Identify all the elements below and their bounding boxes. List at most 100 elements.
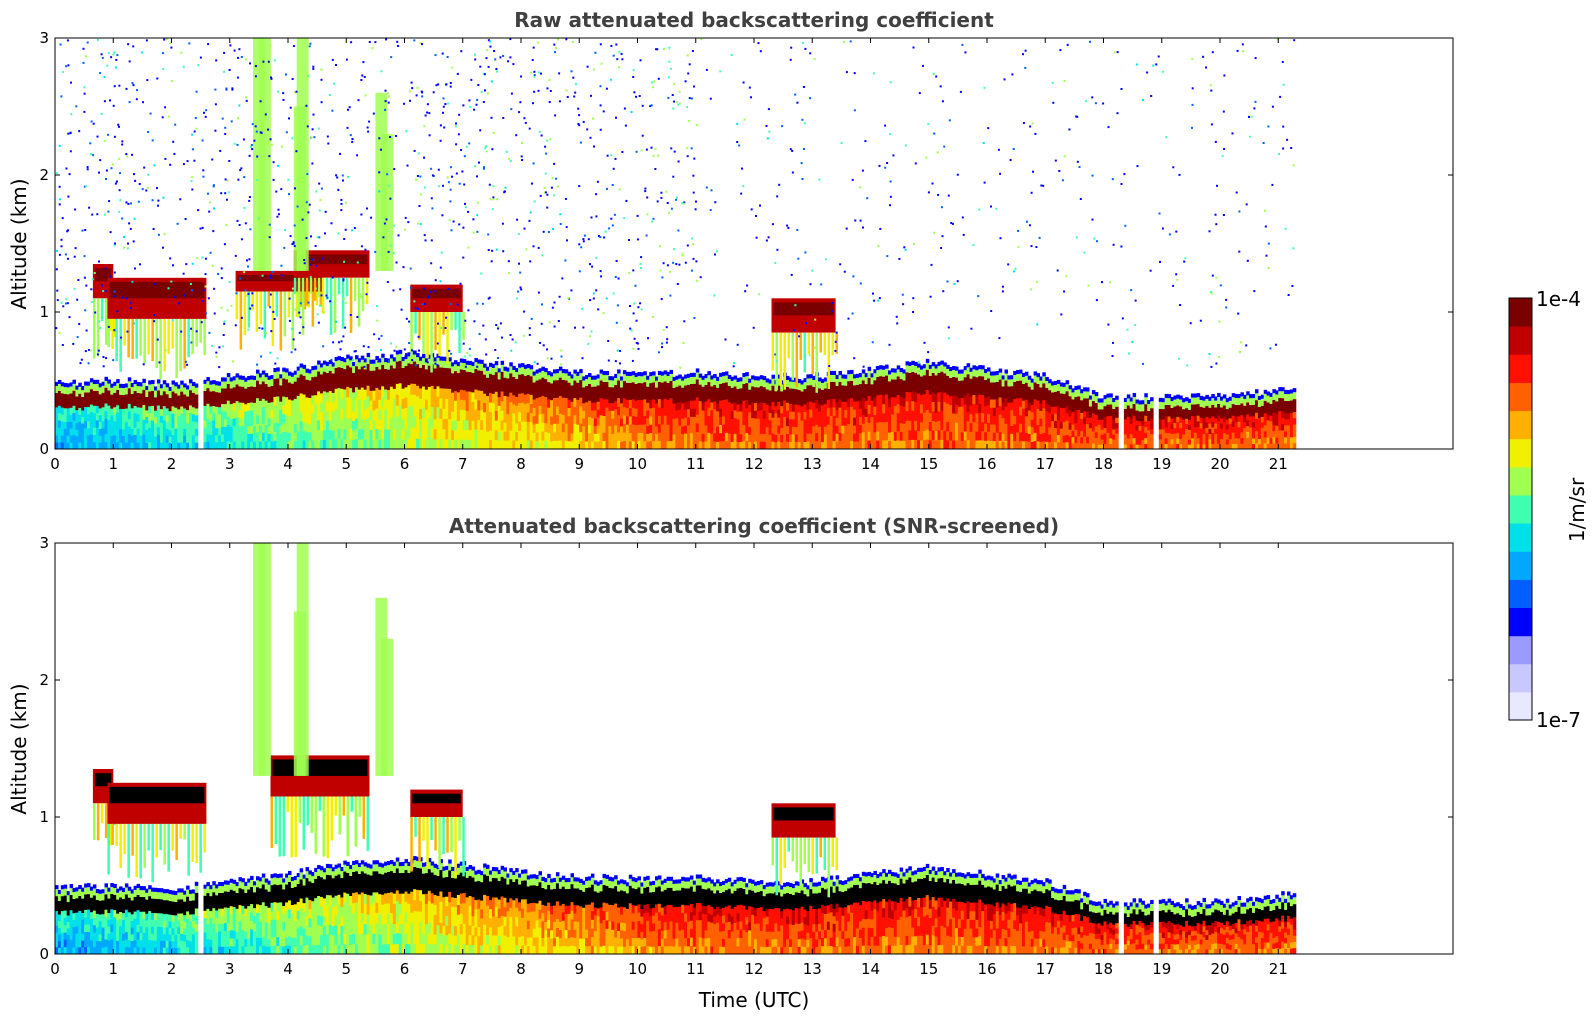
noise-speck [853,109,856,112]
heatmap-cell [78,414,82,422]
heatmap-cell [579,423,583,433]
noise-speck [235,292,238,295]
heatmap-cell [780,420,784,428]
noise-speck [114,182,117,185]
heatmap-cell [1091,413,1096,420]
heatmap-cell [1150,423,1154,430]
heatmap-cell [500,439,505,449]
heatmap-cell [742,377,746,384]
noise-speck [153,320,156,323]
heatmap-cell [1237,404,1241,417]
heatmap-cell [1071,392,1075,400]
heatmap-cell [506,378,510,397]
heatmap-cell [381,385,385,397]
heatmap-cell [355,355,359,360]
noise-speck [215,351,218,354]
heatmap-cell [1170,401,1174,408]
noise-speck [889,180,892,183]
heatmap-cell [317,439,321,449]
heatmap-cell [821,378,825,383]
heatmap-cell [687,441,691,449]
heatmap-cell [678,417,682,426]
heatmap-cell [826,382,831,400]
heatmap-cell [439,438,443,449]
heatmap-cell [1190,426,1195,433]
heatmap-cell [815,416,819,425]
noise-speck [1120,245,1123,248]
heatmap-cell [381,364,385,387]
heatmap-cell [334,438,339,449]
heatmap-cell [238,425,242,434]
noise-speck [452,220,455,223]
noise-speck [859,219,862,222]
heatmap-cell [917,363,921,368]
heatmap-cell [789,426,793,435]
virga-streak [135,318,138,359]
heatmap-cell [1289,436,1294,444]
heatmap-cell [133,434,138,443]
heatmap-cell [823,418,828,427]
heatmap-cell [777,378,781,386]
heatmap-cell [745,383,749,400]
heatmap-cell [1019,431,1023,441]
heatmap-cell [1045,433,1049,442]
plume [381,133,394,271]
heatmap-cell [905,410,909,421]
heatmap-cell [855,377,860,385]
noise-speck [423,234,426,237]
heatmap-cell [401,357,406,362]
heatmap-cell [622,432,627,441]
heatmap-cell [969,367,973,372]
heatmap-cell [736,377,740,382]
heatmap-cell [162,384,167,392]
heatmap-cell [751,409,755,419]
heatmap-cell [1019,369,1023,374]
heatmap-cell [998,431,1003,441]
heatmap-cell [768,441,773,449]
heatmap-cell [1004,431,1008,441]
heatmap-cell [617,414,621,424]
heatmap-cell [221,441,225,449]
heatmap-cell [448,438,452,449]
heatmap-cell [841,409,845,418]
heatmap-cell [124,394,129,409]
heatmap-cell [95,412,100,421]
heatmap-cell [296,422,301,432]
heatmap-cell [649,416,653,425]
heatmap-cell [1231,432,1236,439]
heatmap-cell [1115,417,1119,424]
heatmap-cell [226,416,231,426]
heatmap-cell [1129,443,1134,449]
noise-speck [616,349,619,352]
heatmap-cell [821,404,825,413]
heatmap-cell [949,413,953,423]
heatmap-cell [340,418,344,430]
heatmap-cell [934,368,939,376]
heatmap-cell [1062,421,1067,429]
noise-speck [362,345,365,348]
heatmap-cell [305,397,309,407]
heatmap-cell [69,414,74,422]
heatmap-cell [532,375,537,383]
heatmap-cell [165,407,170,416]
heatmap-cell [404,355,408,360]
noise-speck [182,272,185,275]
noise-speck [1121,317,1124,320]
heatmap-cell [489,402,493,412]
heatmap-cell [1176,405,1180,417]
heatmap-cell [1246,437,1250,444]
heatmap-cell [719,432,723,442]
heatmap-cell [1225,419,1230,425]
heatmap-cell [311,422,315,432]
heatmap-cell [209,434,213,443]
heatmap-cell [253,402,257,411]
heatmap-cell [1042,372,1046,377]
noise-speck [143,166,146,169]
virga-streak [329,277,333,335]
heatmap-cell [1217,392,1221,397]
heatmap-cell [596,401,601,410]
noise-speck [614,360,617,363]
noise-speck [428,134,431,137]
noise-speck [537,71,540,74]
heatmap-cell [1170,428,1174,435]
